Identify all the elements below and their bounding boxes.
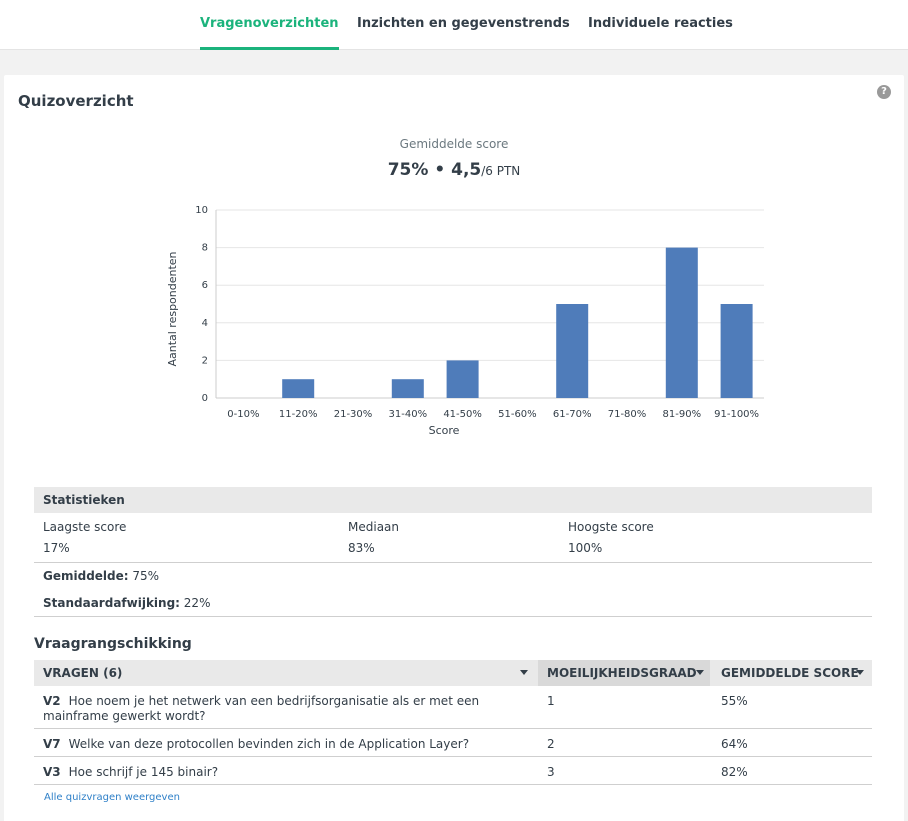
col-difficulty[interactable]: MOEILIJKHEIDSGRAAD bbox=[538, 660, 710, 686]
question-cell: V7 Welke van deze protocollen bevinden zi… bbox=[43, 737, 469, 751]
stat-lowest-value: 17% bbox=[43, 541, 70, 555]
x-axis-label: Score bbox=[429, 424, 460, 437]
card-title: Quizoverzicht bbox=[18, 92, 134, 110]
stat-median-label: Mediaan bbox=[348, 520, 399, 534]
difficulty-cell: 2 bbox=[547, 737, 555, 751]
stat-stddev: Standaardafwijking: 22% bbox=[34, 590, 872, 617]
chevron-down-icon[interactable] bbox=[856, 670, 864, 675]
question-id: V7 bbox=[43, 737, 61, 751]
question-ranking-title: Vraagrangschikking bbox=[34, 636, 192, 652]
col-questions[interactable]: VRAGEN (6) bbox=[34, 660, 536, 686]
x-tick-label: 11-20% bbox=[279, 409, 318, 420]
quiz-overview-card: Quizoverzicht ? Gemiddelde score 75% • 4… bbox=[4, 75, 904, 821]
histogram-bar bbox=[720, 304, 753, 398]
y-tick-label: 10 bbox=[195, 205, 208, 216]
question-ranking-table: VRAGEN (6) MOEILIJKHEIDSGRAAD GEMIDDELDE… bbox=[34, 660, 872, 785]
histogram-bar bbox=[282, 379, 315, 398]
histogram-bar bbox=[556, 304, 589, 398]
histogram-bar bbox=[391, 379, 424, 398]
score-points: 4,5 bbox=[451, 160, 482, 180]
average-score-value: 75% • 4,5/6 PTN bbox=[4, 160, 904, 180]
avg-score-cell: 55% bbox=[721, 694, 748, 708]
stat-stddev-value: 22% bbox=[183, 596, 211, 610]
all-questions-link[interactable]: Alle quizvragen weergeven bbox=[44, 792, 180, 803]
y-tick-label: 2 bbox=[202, 355, 208, 366]
average-score-label: Gemiddelde score bbox=[399, 137, 509, 151]
chevron-down-icon[interactable] bbox=[520, 670, 528, 675]
stat-highest-label: Hoogste score bbox=[568, 520, 654, 534]
question-cell: V3 Hoe schrijf je 145 binair? bbox=[43, 765, 218, 779]
x-tick-label: 51-60% bbox=[498, 409, 537, 420]
stat-stddev-label: Standaardafwijking: bbox=[43, 596, 180, 610]
tab-individuele-reacties[interactable]: Individuele reacties bbox=[588, 16, 733, 31]
col-average-score[interactable]: GEMIDDELDE SCORE bbox=[712, 660, 872, 686]
question-icon[interactable]: ? bbox=[877, 85, 891, 99]
stat-lowest-label: Laagste score bbox=[43, 520, 127, 534]
score-percent: 75% bbox=[387, 160, 429, 180]
x-tick-label: 0-10% bbox=[227, 409, 259, 420]
table-header: VRAGEN (6) MOEILIJKHEIDSGRAAD GEMIDDELDE… bbox=[34, 660, 872, 686]
statistics-row: Laagste score 17% Mediaan 83% Hoogste sc… bbox=[34, 513, 872, 563]
histogram-bar bbox=[446, 360, 479, 398]
x-tick-label: 91-100% bbox=[714, 409, 759, 420]
table-row[interactable]: V2 Hoe noem je het netwerk van een bedrij… bbox=[34, 686, 872, 729]
statistics-header: Statistieken bbox=[34, 487, 872, 513]
y-tick-label: 4 bbox=[202, 318, 208, 329]
col-questions-label: VRAGEN (6) bbox=[43, 666, 123, 680]
difficulty-cell: 1 bbox=[547, 694, 555, 708]
question-cell: V2 Hoe noem je het netwerk van een bedrij… bbox=[43, 694, 483, 724]
x-tick-label: 21-30% bbox=[334, 409, 373, 420]
x-tick-label: 31-40% bbox=[389, 409, 428, 420]
score-total: /6 PTN bbox=[481, 164, 521, 178]
tab-inzichten[interactable]: Inzichten en gegevenstrends bbox=[357, 16, 570, 31]
stat-mean-value: 75% bbox=[132, 569, 160, 583]
statistics-panel: Statistieken Laagste score 17% Mediaan 8… bbox=[34, 487, 872, 617]
histogram-bar bbox=[665, 247, 698, 398]
score-separator: • bbox=[434, 160, 446, 180]
x-tick-label: 81-90% bbox=[663, 409, 702, 420]
col-average-score-label: GEMIDDELDE SCORE bbox=[721, 666, 859, 680]
difficulty-cell: 3 bbox=[547, 765, 555, 779]
col-difficulty-label: MOEILIJKHEIDSGRAAD bbox=[547, 666, 697, 680]
chevron-down-icon[interactable] bbox=[696, 670, 704, 675]
top-nav: Vragenoverzichten Inzichten en gegevenst… bbox=[0, 0, 908, 50]
avg-score-cell: 64% bbox=[721, 737, 748, 751]
table-row[interactable]: V3 Hoe schrijf je 145 binair? 3 82% bbox=[34, 757, 872, 785]
x-tick-label: 71-80% bbox=[608, 409, 647, 420]
table-row[interactable]: V7 Welke van deze protocollen bevinden zi… bbox=[34, 729, 872, 757]
question-text: Welke van deze protocollen bevinden zich… bbox=[68, 737, 470, 751]
y-tick-label: 6 bbox=[202, 280, 208, 291]
question-text: Hoe noem je het netwerk van een bedrijfs… bbox=[43, 694, 480, 723]
stat-median-value: 83% bbox=[348, 541, 375, 555]
stat-mean: Gemiddelde: 75% bbox=[34, 563, 872, 590]
question-id: V3 bbox=[43, 765, 61, 779]
x-tick-label: 41-50% bbox=[443, 409, 482, 420]
question-text: Hoe schrijf je 145 binair? bbox=[68, 765, 219, 779]
avg-score-cell: 82% bbox=[721, 765, 748, 779]
question-id: V2 bbox=[43, 694, 61, 708]
tab-vragenoverzichten[interactable]: Vragenoverzichten bbox=[200, 0, 339, 50]
y-axis-label: Aantal respondenten bbox=[166, 251, 179, 366]
x-tick-label: 61-70% bbox=[553, 409, 592, 420]
y-tick-label: 8 bbox=[202, 243, 208, 254]
stat-mean-label: Gemiddelde: bbox=[43, 569, 129, 583]
y-tick-label: 0 bbox=[202, 393, 208, 404]
score-histogram: 0 2 4 6 8 10 0-10% 11-20% 21-30% 31-40% 41-50% 51-6… bbox=[166, 205, 764, 437]
stat-highest-value: 100% bbox=[568, 541, 603, 555]
